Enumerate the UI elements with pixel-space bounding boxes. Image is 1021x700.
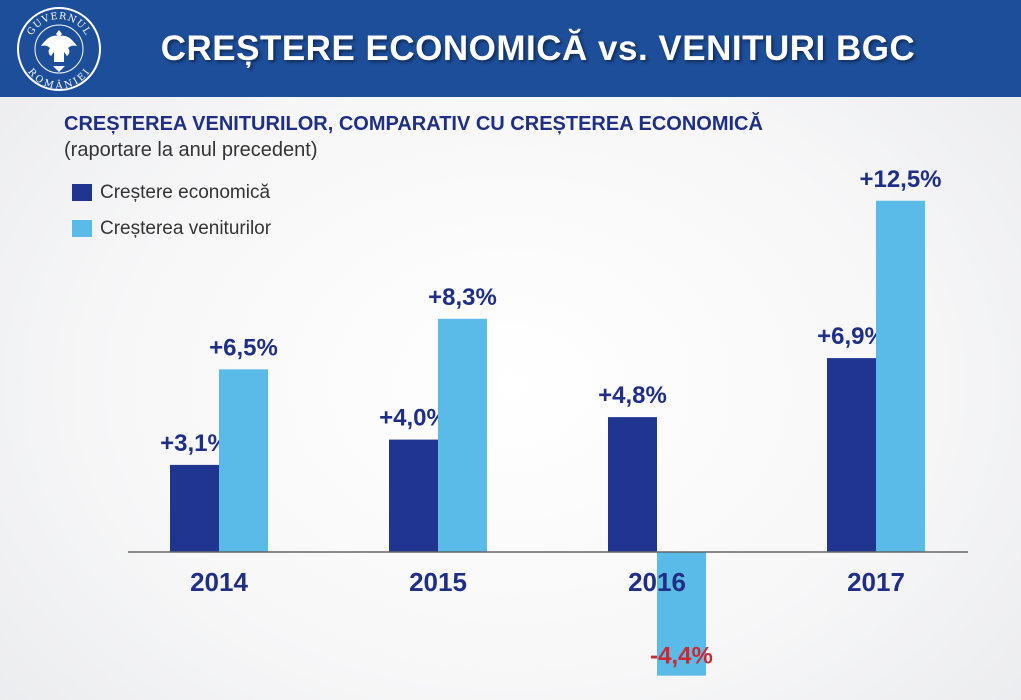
data-label-economic-2014: +3,1% [160,430,229,457]
bar-economic-2015 [389,439,438,552]
data-label-revenue-2015: +8,3% [428,284,497,311]
bar-economic-2016 [608,417,657,552]
chart-subtitle: CREȘTEREA VENITURILOR, COMPARATIV CU CRE… [64,111,784,163]
x-tick-label-2016: 2016 [628,567,686,597]
legend-label-revenue: Creșterea veniturilor [100,218,272,239]
data-label-revenue-2017: +12,5% [859,166,941,193]
bar-revenue-2015 [438,318,487,552]
legend-label-economic: Creștere economică [100,182,271,203]
bar-revenue-2016 [657,552,706,676]
legend-swatch-economic [72,184,92,201]
x-tick-label-2015: 2015 [409,567,467,597]
legend-swatch-revenue [72,220,92,237]
bar-economic-2017 [827,358,876,552]
x-tick-label-2017: 2017 [847,567,905,597]
data-label-economic-2017: +6,9% [817,323,886,350]
government-seal-logo: GUVERNUL ROMÂNIEI [17,7,101,91]
chart-subtitle-note: (raportare la anul precedent) [64,139,318,161]
chart-subtitle-bold: CREȘTEREA VENITURILOR, COMPARATIV CU CRE… [64,113,763,135]
bar-revenue-2014 [219,369,268,552]
data-label-economic-2015: +4,0% [379,405,448,432]
page-title: CREȘTERE ECONOMICĂ vs. VENITURI BGC [160,29,916,68]
x-tick-label-2014: 2014 [190,567,248,597]
bar-revenue-2017 [876,200,925,552]
data-label-revenue-2016: -4,4% [650,643,713,670]
bar-economic-2014 [170,464,219,552]
data-label-economic-2016: +4,8% [598,382,667,409]
header-bar: GUVERNUL ROMÂNIEI CREȘTERE ECONOMICĂ vs.… [0,0,1021,97]
data-label-revenue-2014: +6,5% [209,334,278,361]
